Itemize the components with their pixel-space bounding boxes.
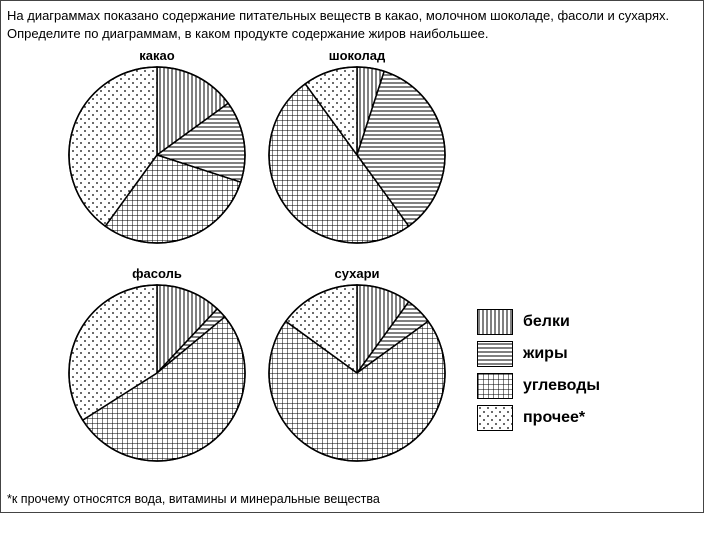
pie-title: шоколад [267,48,447,63]
legend-label: углеводы [523,377,600,395]
question-text: На диаграммах показано содержание питате… [7,7,697,42]
charts-container: какао шоколад фасоль сухари белки жиры [7,48,687,488]
pie-chart [267,65,447,245]
pie-title: какао [67,48,247,63]
legend-swatch-prochee [477,405,513,431]
legend-swatch-belki [477,309,513,335]
problem-frame: На диаграммах показано содержание питате… [0,0,704,513]
legend: белки жиры углеводы прочее* [477,303,600,437]
legend-label: жиры [523,345,568,363]
pie-chart [67,65,247,245]
pie-chart [267,283,447,463]
pie-shokolad: шоколад [267,48,447,248]
footnote: *к прочему относятся вода, витамины и ми… [7,492,697,506]
pie-chart [67,283,247,463]
legend-item: прочее* [477,405,600,431]
legend-label: прочее* [523,409,585,427]
legend-item: углеводы [477,373,600,399]
pie-title: сухари [267,266,447,281]
pie-title: фасоль [67,266,247,281]
legend-label: белки [523,313,570,331]
legend-swatch-uglevody [477,373,513,399]
pie-fasol: фасоль [67,266,247,466]
legend-swatch-zhiry [477,341,513,367]
legend-item: белки [477,309,600,335]
pie-kakao: какао [67,48,247,248]
legend-item: жиры [477,341,600,367]
pie-suhari: сухари [267,266,447,466]
